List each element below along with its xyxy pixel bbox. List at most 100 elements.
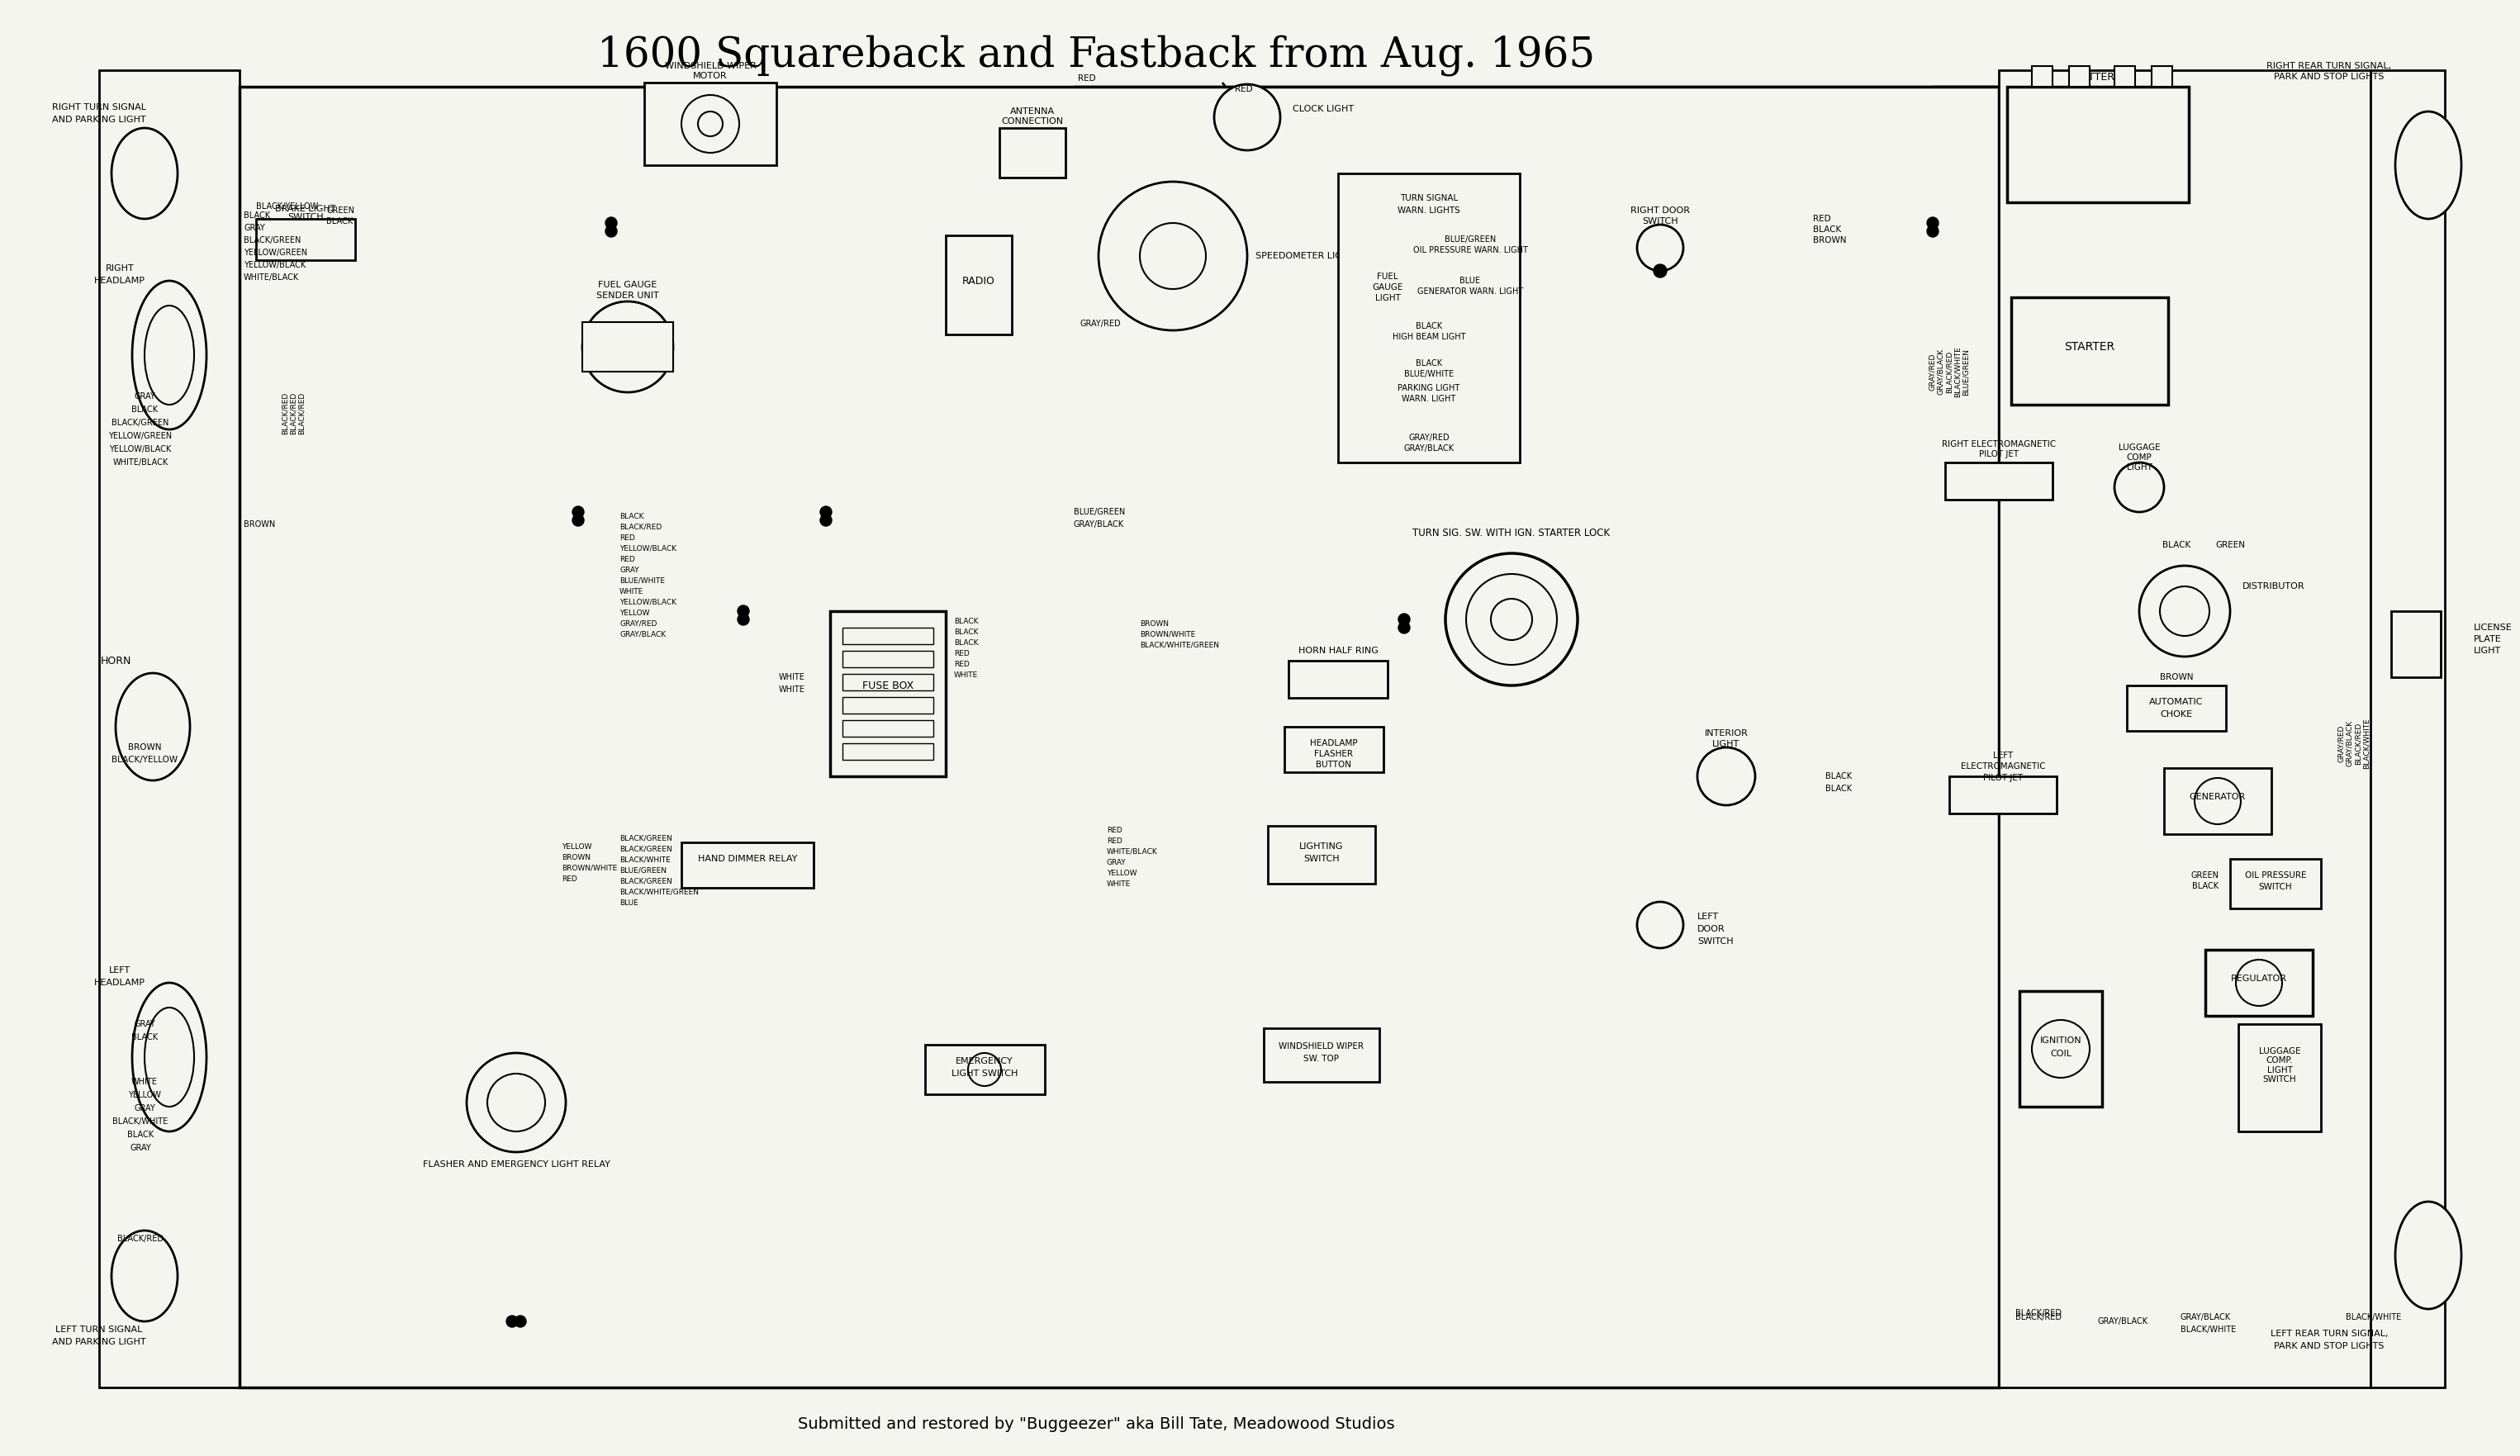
Text: STARTER: STARTER [2064,341,2114,352]
Circle shape [572,507,585,518]
Text: WINDSHIELD WIPER: WINDSHIELD WIPER [665,63,756,70]
Text: WHITE/BLACK: WHITE/BLACK [1106,847,1157,855]
Text: GRAY: GRAY [134,392,156,400]
Bar [842,674,932,690]
Circle shape [1698,747,1754,805]
Text: RIGHT REAR TURN SIGNAL,: RIGHT REAR TURN SIGNAL, [2268,63,2391,70]
Text: GRAY: GRAY [129,1144,151,1152]
Circle shape [1215,84,1280,150]
Text: BLACK/RED: BLACK/RED [118,1235,164,1243]
Text: GREEN: GREEN [2215,542,2245,549]
Text: BLACK/WHITE/GREEN: BLACK/WHITE/GREEN [1139,641,1220,649]
Bar [925,1045,1046,1095]
Bar [257,218,355,261]
Text: YELLOW/BLACK: YELLOW/BLACK [620,598,675,606]
Text: BLACK: BLACK [131,1034,159,1041]
Bar [2391,612,2442,677]
Text: GRAY/BLACK: GRAY/BLACK [620,630,665,638]
Text: BLACK: BLACK [244,211,270,220]
Bar [2069,66,2089,87]
Text: BLACK/GREEN: BLACK/GREEN [620,834,673,842]
Text: RED: RED [955,649,970,657]
Circle shape [572,514,585,526]
Text: SW. TOP: SW. TOP [1303,1054,1338,1063]
Text: BLACK: BLACK [2192,882,2218,890]
Bar [645,83,776,165]
Text: YELLOW/GREEN: YELLOW/GREEN [108,432,171,440]
Ellipse shape [144,306,194,405]
Text: LEFT: LEFT [108,967,131,974]
Circle shape [2114,463,2165,513]
Text: BLACK/RED: BLACK/RED [2016,1313,2061,1322]
Text: BLUE/GREEN: BLUE/GREEN [1963,348,1971,395]
Text: BLACK/WHITE: BLACK/WHITE [113,1117,169,1125]
Ellipse shape [2397,1201,2462,1309]
Text: BLACK: BLACK [126,1131,154,1139]
Text: HORN HALF RING: HORN HALF RING [1298,646,1378,655]
Text: LUGGAGE: LUGGAGE [2119,444,2160,451]
Text: CONNECTION: CONNECTION [1000,118,1063,125]
Text: AND PARKING LIGHT: AND PARKING LIGHT [53,115,146,124]
Text: WARN. LIGHTS: WARN. LIGHTS [1399,207,1459,214]
Text: SWITCH: SWITCH [1698,938,1734,945]
Circle shape [1928,217,1938,229]
Text: HEADLAMP: HEADLAMP [93,978,146,987]
Text: YELLOW/BLACK: YELLOW/BLACK [244,261,305,269]
Text: BLACK/GREEN: BLACK/GREEN [620,878,673,885]
Text: LICENSE: LICENSE [2475,623,2512,632]
Text: BLUE: BLUE [1459,277,1482,285]
Text: FUEL: FUEL [1376,272,1399,281]
Text: WHITE/BLACK: WHITE/BLACK [244,274,300,281]
Text: WINDSHIELD WIPER: WINDSHIELD WIPER [1280,1042,1363,1050]
Text: BATTERY: BATTERY [2076,71,2122,82]
Text: GRAY/RED: GRAY/RED [1081,320,1121,328]
Text: YELLOW/BLACK: YELLOW/BLACK [108,446,171,453]
Ellipse shape [131,983,207,1131]
Text: MOTOR: MOTOR [693,71,728,80]
Text: BROWN: BROWN [129,743,161,751]
Text: COIL: COIL [2051,1050,2071,1059]
Text: BLACK/GREEN: BLACK/GREEN [244,236,300,245]
Circle shape [738,613,748,625]
Bar [1000,128,1066,178]
Circle shape [1399,622,1409,633]
Text: HEADLAMP: HEADLAMP [93,277,146,285]
Text: BLACK/RED: BLACK/RED [2354,722,2361,764]
Text: BLACK/GREEN: BLACK/GREEN [620,846,673,853]
Text: GENERATOR: GENERATOR [2190,794,2245,801]
Text: BLUE: BLUE [620,898,638,907]
Text: GREEN: GREEN [2192,871,2220,879]
Text: LIGHT SWITCH: LIGHT SWITCH [953,1070,1018,1077]
Text: BLACK/RED: BLACK/RED [2016,1309,2061,1318]
Text: YELLOW: YELLOW [129,1091,161,1099]
Bar [2011,297,2167,405]
Text: DOOR: DOOR [1698,925,1726,933]
Text: BLUE/WHITE: BLUE/WHITE [1404,370,1454,379]
Text: WARN. LIGHT: WARN. LIGHT [1401,395,1457,403]
Text: SPEEDOMETER LIGHT: SPEEDOMETER LIGHT [1255,252,1356,261]
Text: SWITCH: SWITCH [1303,855,1341,863]
Text: AUTOMATIC: AUTOMATIC [2150,697,2202,706]
Text: WHITE: WHITE [131,1077,159,1086]
Ellipse shape [116,673,189,780]
Text: BLACK: BLACK [955,639,978,646]
Bar [842,628,932,644]
Text: BROWN: BROWN [2160,673,2192,681]
Text: REGULATOR: REGULATOR [2230,974,2288,983]
Text: BLUE/GREEN: BLUE/GREEN [1074,508,1124,517]
Text: PILOT JET: PILOT JET [1983,773,2024,782]
Text: GRAY/RED: GRAY/RED [620,620,658,628]
Text: BLACK: BLACK [325,217,353,226]
Text: BLACK/RED: BLACK/RED [282,392,290,434]
Text: GRAY/BLACK: GRAY/BLACK [2099,1318,2150,1325]
Text: RED: RED [955,660,970,668]
Bar [1945,463,2051,499]
Bar [98,70,239,1388]
Circle shape [738,606,748,617]
Circle shape [1099,182,1247,331]
Text: RED: RED [1079,74,1096,83]
Text: 1600 Squareback and Fastback from Aug. 1965: 1600 Squareback and Fastback from Aug. 1… [597,35,1595,76]
Ellipse shape [111,128,176,218]
Bar [2031,66,2051,87]
Text: LIGHTING: LIGHTING [1300,843,1343,850]
